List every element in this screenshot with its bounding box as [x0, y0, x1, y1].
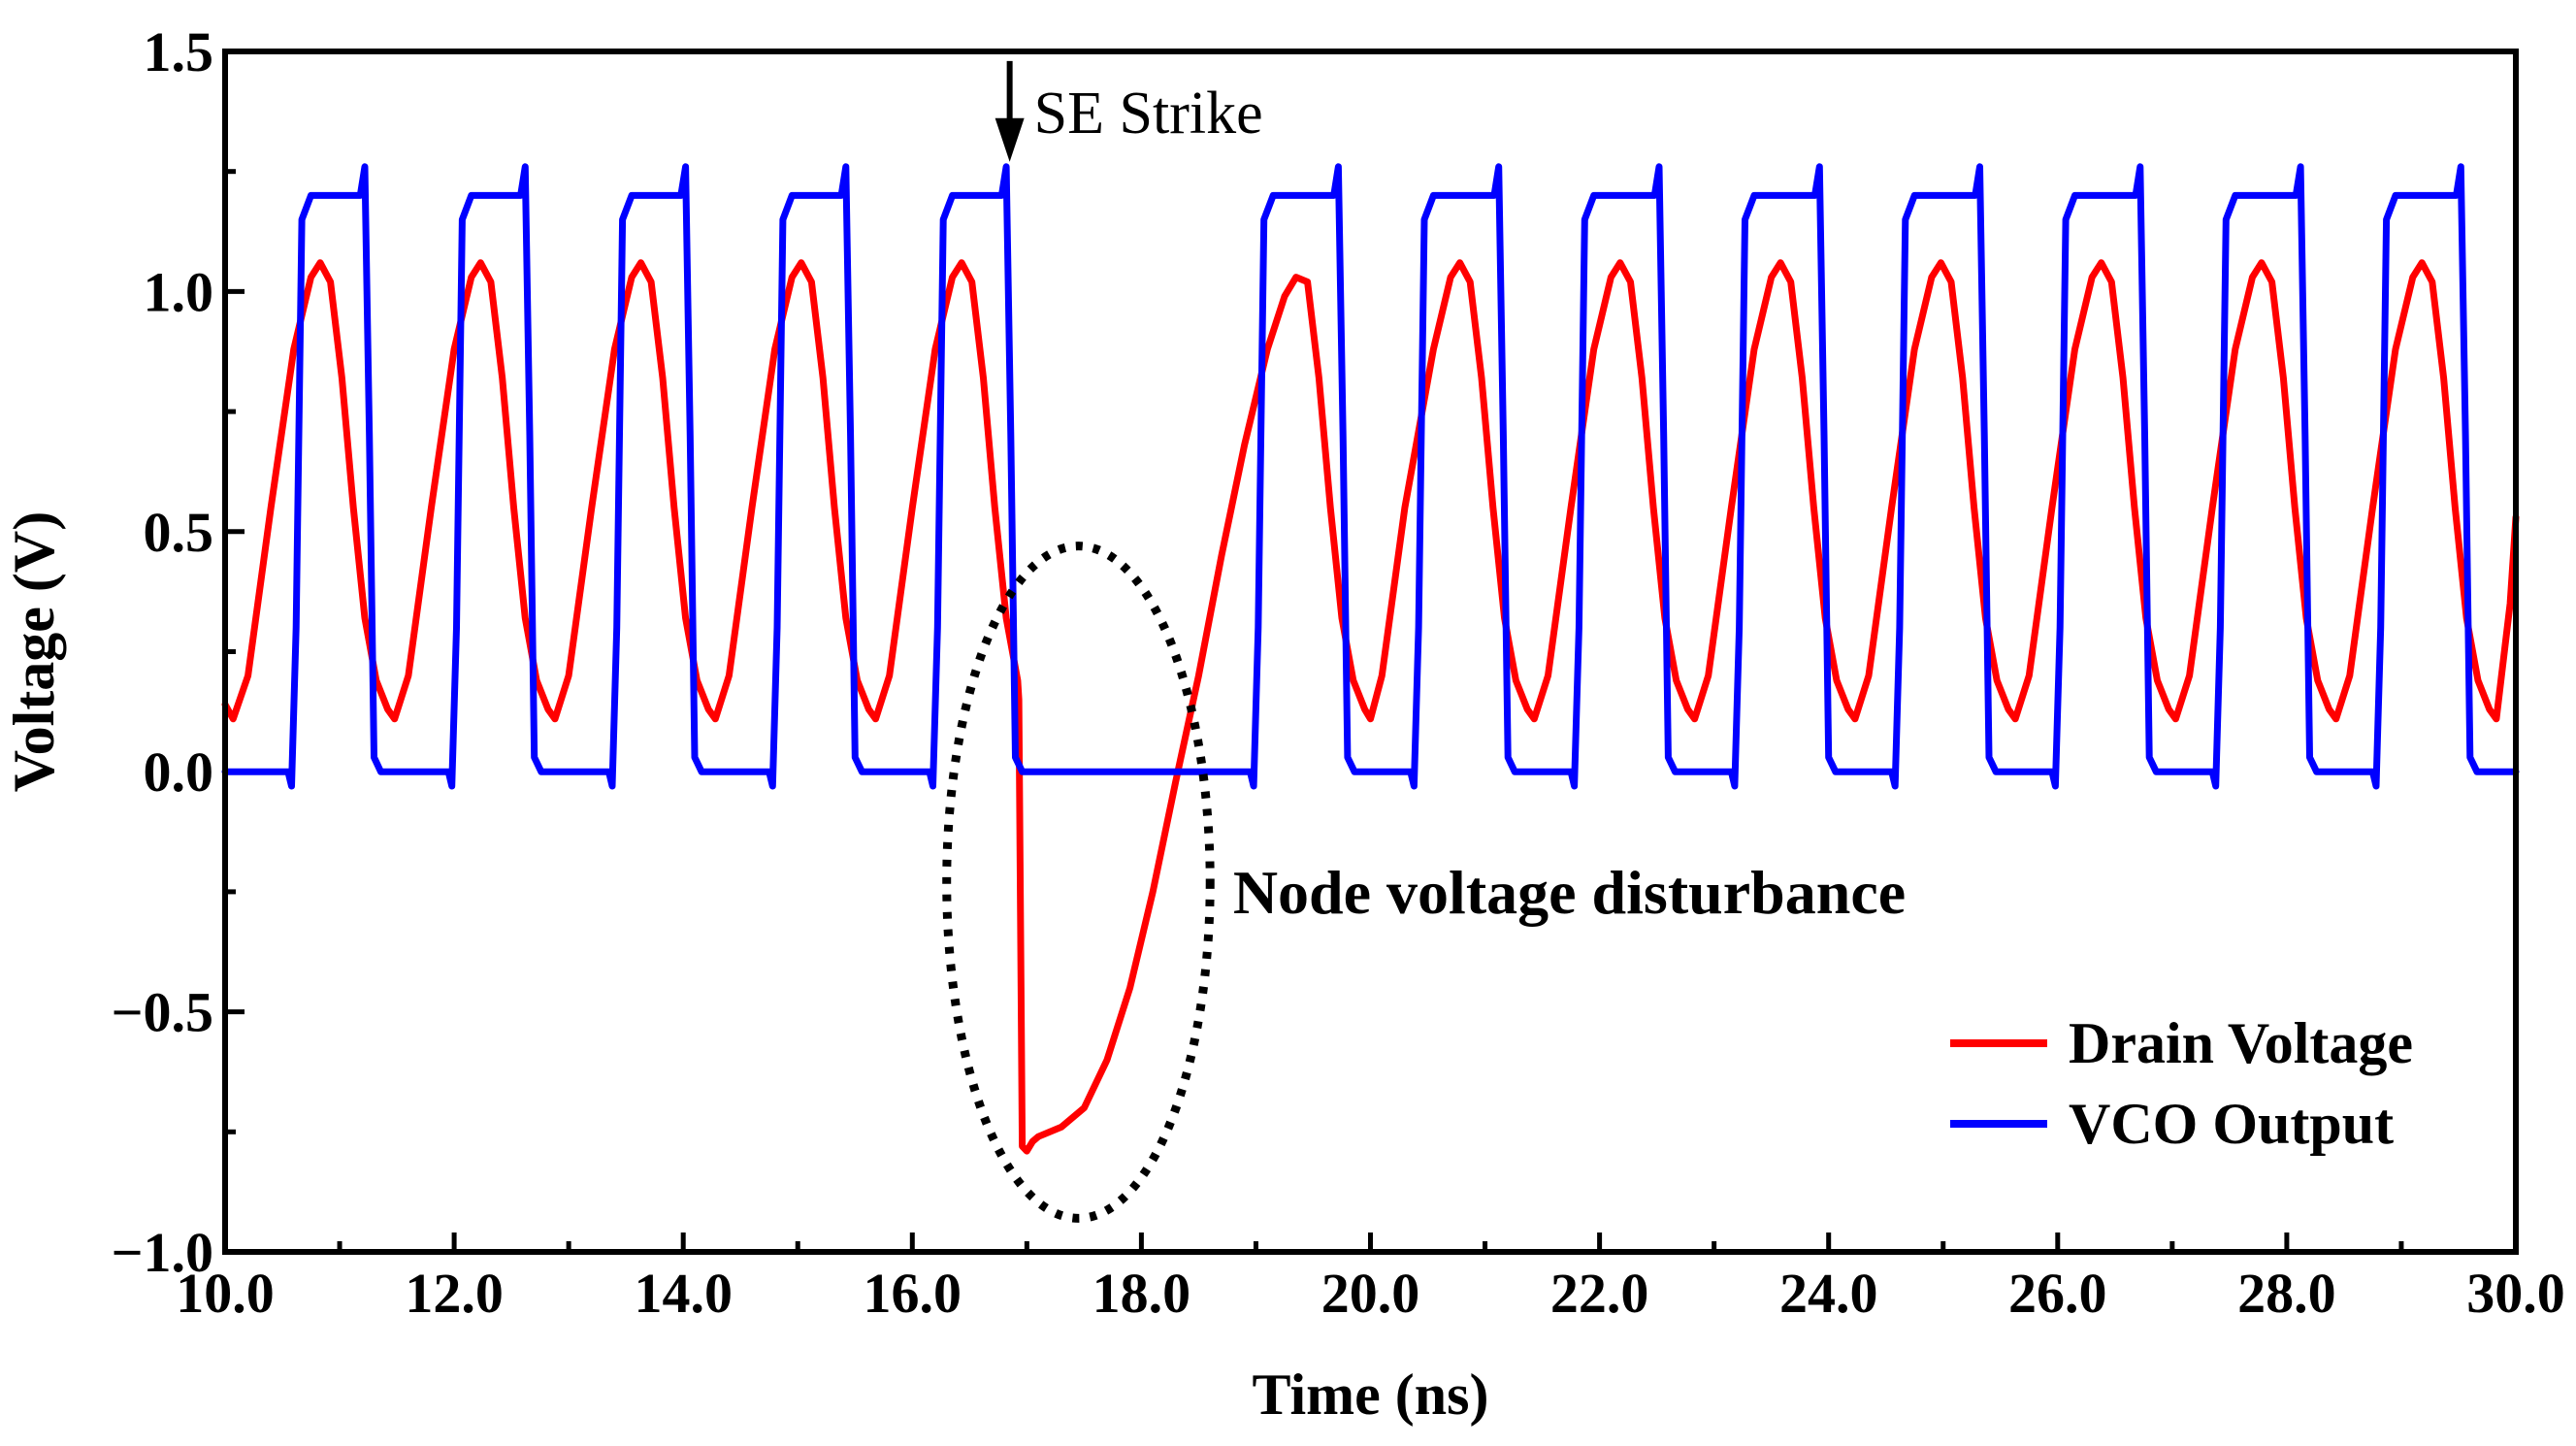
annotations: SE Strike Node voltage disturbance	[942, 60, 1906, 1223]
y-tick-label: 1.0	[144, 260, 214, 323]
y-tick-label: 1.5	[144, 20, 214, 83]
series-line-drain-voltage	[221, 259, 2520, 1155]
legend-label-drain-voltage: Drain Voltage	[2069, 1011, 2413, 1075]
strike-arrow-head	[995, 117, 1025, 162]
x-tick-label: 22.0	[1550, 1262, 1649, 1325]
series-lines	[221, 163, 2520, 1155]
x-axis-title: Time (ns)	[1253, 1363, 1489, 1427]
x-tick-label: 30.0	[2466, 1262, 2565, 1325]
x-tick-label: 16.0	[864, 1262, 962, 1325]
series-line-vco-output	[221, 163, 2520, 790]
y-tick-label: 0.5	[144, 501, 214, 564]
disturbance-label: Node voltage disturbance	[1233, 858, 1906, 927]
legend: Drain Voltage VCO Output	[1950, 1011, 2413, 1156]
strike-label: SE Strike	[1034, 81, 1263, 147]
legend-label-vco-output: VCO Output	[2069, 1092, 2394, 1156]
plot-frame	[222, 49, 2519, 1255]
y-axis-title: Voltage (V)	[2, 511, 66, 792]
y-tick-label: −0.5	[111, 981, 213, 1044]
y-tick-label: −1.0	[111, 1221, 213, 1284]
y-tick-label: 0.0	[144, 740, 214, 804]
axis-ticks: 10.0 12.0 14.0 16.0 18.0 20.0 22.0 24.0 26.0 28.0…	[111, 20, 2564, 1325]
x-tick-label: 14.0	[634, 1262, 733, 1325]
x-tick-label: 12.0	[405, 1262, 504, 1325]
x-tick-label: 20.0	[1321, 1262, 1420, 1325]
x-tick-label: 18.0	[1092, 1262, 1191, 1325]
disturbance-ellipse	[942, 542, 1215, 1223]
x-tick-label: 24.0	[1779, 1262, 1878, 1325]
x-tick-label: 28.0	[2237, 1262, 2336, 1325]
x-tick-label: 26.0	[2008, 1262, 2107, 1325]
x-tick-label: 10.0	[176, 1262, 275, 1325]
